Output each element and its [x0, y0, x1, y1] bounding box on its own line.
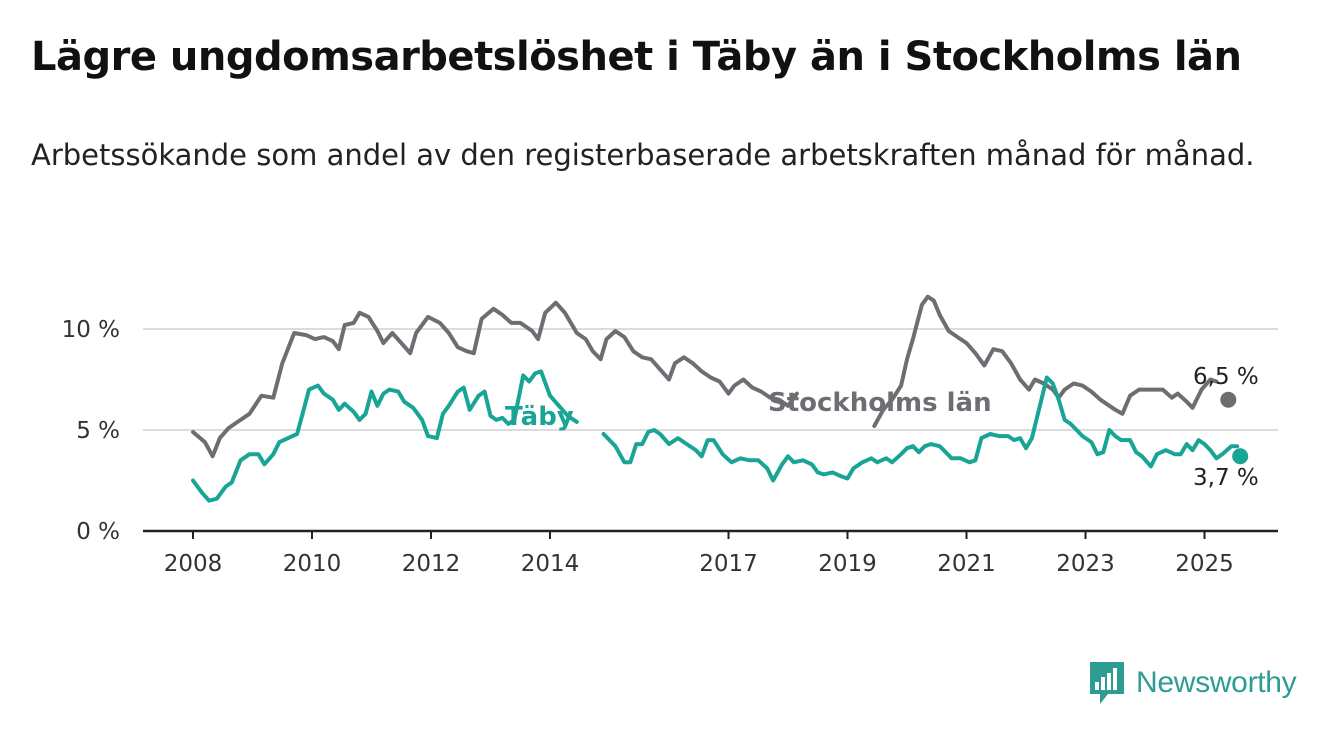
series-labels: Stockholms län Täby 6,5 % 3,7 %	[505, 364, 1259, 491]
series-line-taby	[601, 375, 1240, 483]
series-line-stockholm	[191, 300, 799, 459]
x-tick-label: 2014	[521, 551, 580, 577]
series-label-stockholm: Stockholms län	[768, 388, 992, 418]
y-tick-label: 0 %	[76, 519, 120, 545]
chart-subtitle: Arbetssökande som andel av den registerb…	[31, 138, 1255, 172]
end-point-taby	[1232, 448, 1249, 465]
grid-lines	[143, 328, 1278, 533]
x-tick-label: 2025	[1175, 551, 1234, 577]
end-point-stockholm	[1220, 391, 1237, 408]
newsworthy-logo[interactable]: Newsworthy	[1088, 660, 1297, 706]
x-tick-label: 2017	[699, 551, 758, 577]
end-value-stockholm: 6,5 %	[1193, 364, 1259, 390]
end-value-taby: 3,7 %	[1193, 465, 1259, 491]
x-tick-label: 2010	[283, 551, 342, 577]
brand-name: Newsworthy	[1136, 666, 1297, 699]
x-tick-label: 2019	[818, 551, 877, 577]
newsworthy-logo-icon	[1090, 662, 1124, 704]
y-tick-label: 10 %	[62, 317, 120, 343]
y-axis-ticks: 0 % 5 % 10 %	[62, 317, 120, 545]
x-tick-label: 2023	[1056, 551, 1115, 577]
x-tick-label: 2012	[402, 551, 461, 577]
x-axis-ticks: 2008 2010 2012 2014 2017 2019 2021 2023 2025	[164, 531, 1234, 577]
series-lines	[191, 294, 1249, 503]
y-tick-label: 5 %	[76, 418, 120, 444]
series-label-taby: Täby	[505, 402, 574, 432]
x-tick-label: 2008	[164, 551, 223, 577]
x-tick-label: 2021	[937, 551, 996, 577]
chart-title: Lägre ungdomsarbetslöshet i Täby än i St…	[31, 34, 1242, 80]
series-line-taby	[191, 369, 579, 503]
